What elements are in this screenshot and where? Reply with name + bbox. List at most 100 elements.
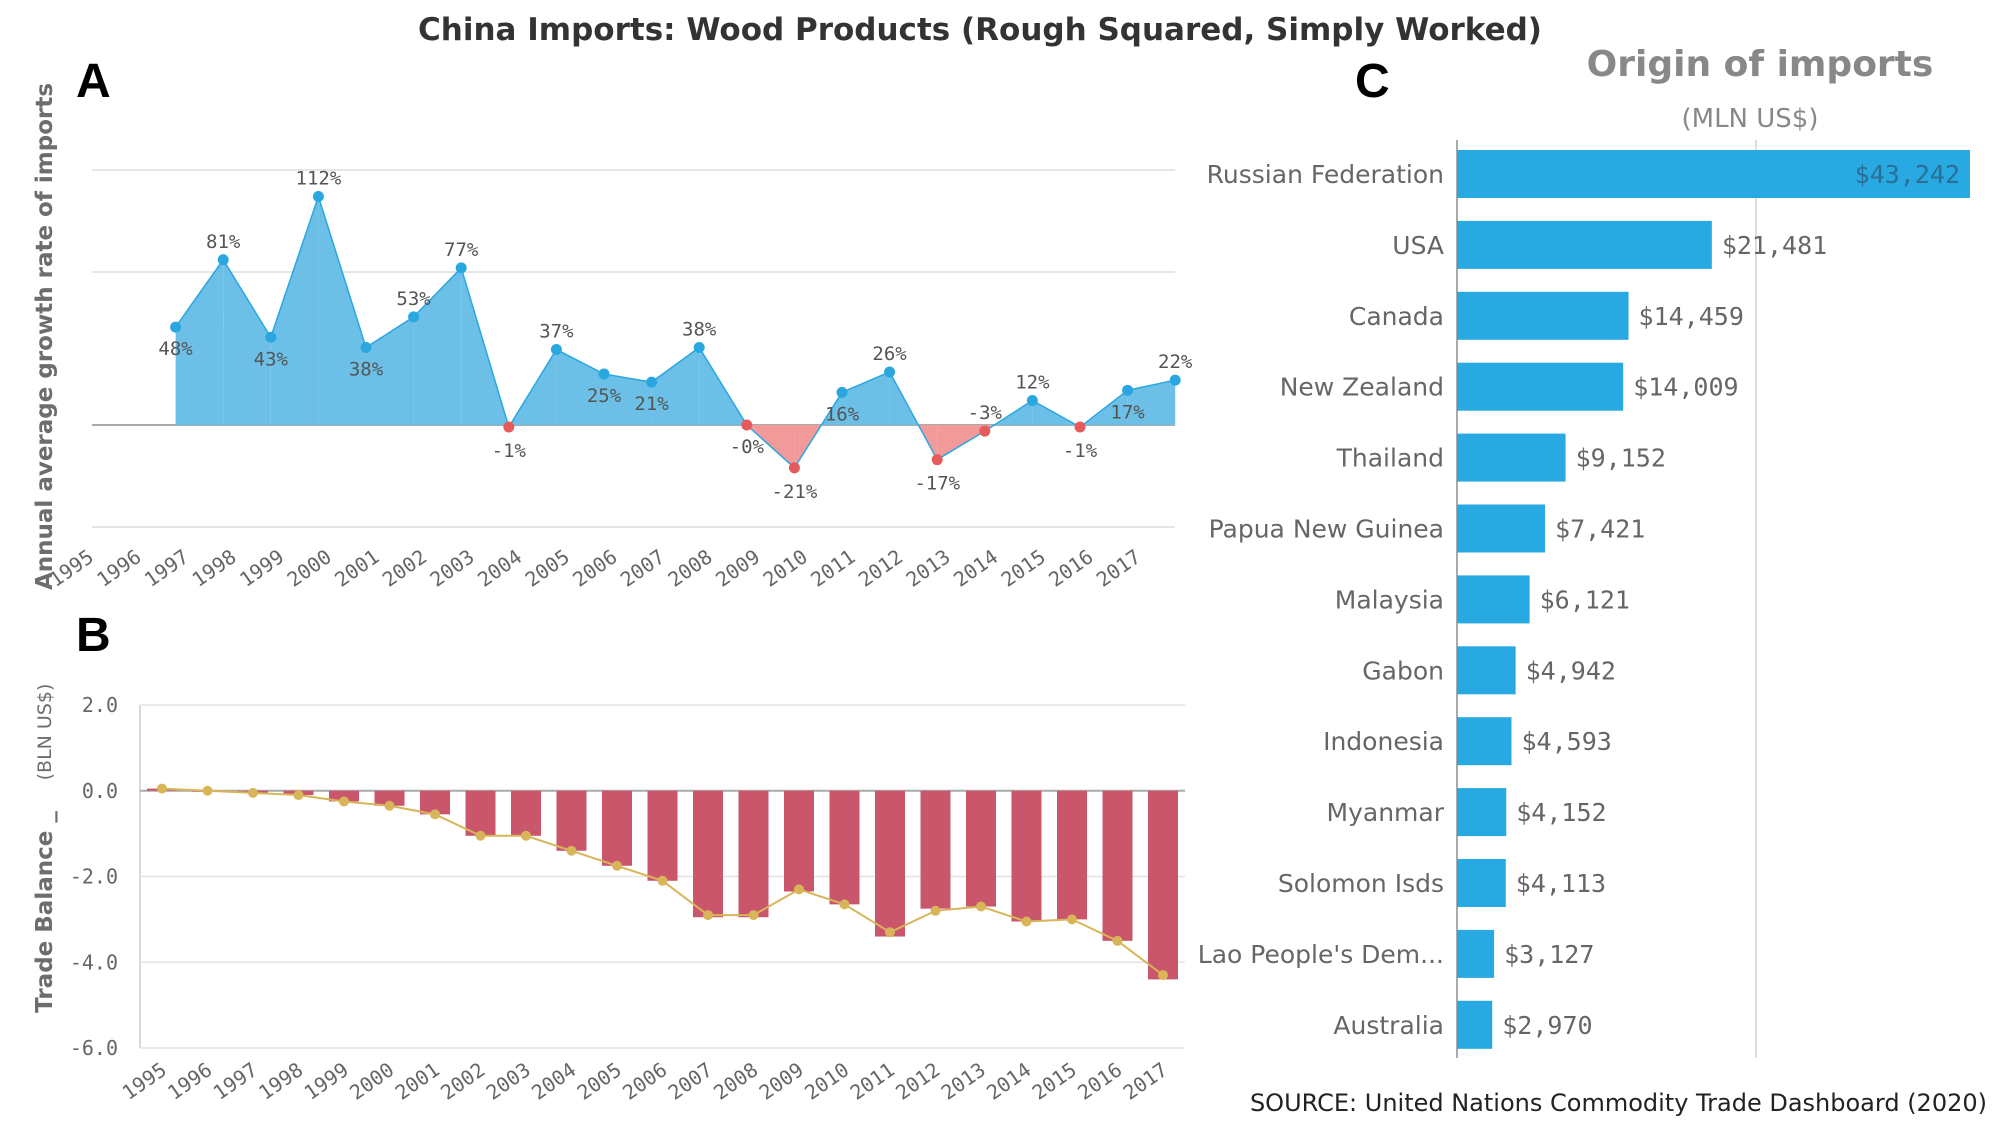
trend-point-2005 [612, 860, 622, 871]
x-tick-b-2010: 2010 [800, 1057, 853, 1104]
bar-c-12 [1457, 1000, 1493, 1049]
x-tick-a-2001: 2001 [330, 544, 383, 591]
category-label-c-2: Canada [1349, 302, 1444, 331]
data-point-1999 [312, 191, 324, 203]
data-label-2001: 53% [396, 288, 431, 310]
data-point-2004 [550, 344, 562, 356]
x-tick-b-2000: 2000 [345, 1057, 398, 1104]
category-label-c-4: Thailand [1336, 444, 1444, 473]
x-tick-b-2003: 2003 [482, 1057, 535, 1104]
origin-of-imports-chart: Origin of imports (MLN US$) Russian Federa… [1198, 44, 1970, 1058]
data-point-1997 [217, 254, 229, 266]
data-point-1996 [170, 321, 182, 333]
bar-c-8 [1457, 717, 1512, 766]
x-tick-a-1999: 1999 [235, 544, 288, 591]
trend-point-2004 [566, 845, 577, 856]
x-tick-b-2006: 2006 [618, 1057, 671, 1104]
x-tick-a-2006: 2006 [568, 544, 621, 591]
data-label-2000: 38% [349, 358, 384, 380]
trend-point-1998 [293, 790, 304, 801]
data-point-2005 [598, 368, 610, 380]
category-label-c-0: Russian Federation [1207, 160, 1444, 189]
area-segment-5-0 [413, 267, 462, 425]
category-label-c-5: Papua New Guinea [1209, 515, 1444, 544]
bar-b-2010 [829, 790, 860, 905]
x-tick-a-2000: 2000 [283, 544, 336, 591]
bar-b-1999 [329, 790, 359, 802]
x-tick-b-2001: 2001 [391, 1057, 444, 1104]
x-tick-a-2012: 2012 [854, 544, 907, 591]
y-axis-title-a: Annual average growth rate of imports [32, 83, 58, 590]
bar-c-9 [1457, 788, 1507, 837]
x-tick-a-2016: 2016 [1044, 544, 1097, 591]
bar-c-10 [1457, 859, 1506, 907]
x-tick-a-2017: 2017 [1092, 544, 1145, 591]
value-label-c-2: $14,459 [1639, 302, 1744, 331]
value-label-c-0: $43,242 [1855, 160, 1960, 189]
x-tick-a-2011: 2011 [806, 544, 859, 591]
chart-subtitle-c: (MLN US$) [1682, 104, 1819, 134]
value-label-c-8: $4,593 [1521, 727, 1611, 756]
data-label-2015: -1% [1063, 440, 1098, 462]
bar-b-2006 [647, 790, 678, 881]
bar-b-2007 [693, 790, 723, 918]
trend-point-2010 [839, 899, 850, 910]
bar-b-2001 [420, 790, 450, 815]
data-point-2002 [455, 262, 467, 274]
data-point-2009 [788, 462, 800, 474]
bar-b-2003 [511, 790, 541, 836]
bar-c-4 [1457, 433, 1566, 482]
panel-letter-b: B [76, 609, 111, 662]
category-label-c-3: New Zealand [1280, 373, 1444, 402]
area-segment-20-0 [1127, 380, 1176, 425]
trend-point-1996 [202, 785, 213, 796]
data-point-2008 [741, 419, 753, 431]
value-label-c-1: $21,481 [1722, 231, 1827, 260]
x-tick-b-2011: 2011 [846, 1057, 899, 1104]
data-point-2006 [646, 376, 658, 388]
bar-b-2008 [738, 790, 769, 918]
x-tick-b-2002: 2002 [436, 1057, 489, 1104]
value-label-c-3: $14,009 [1633, 373, 1738, 402]
area-segment-14-0 [842, 371, 890, 425]
trend-point-1997 [248, 787, 258, 798]
value-label-c-4: $9,152 [1576, 444, 1666, 473]
area-segment-0-0 [175, 259, 224, 425]
x-tick-a-1998: 1998 [187, 544, 240, 591]
category-label-c-8: Indonesia [1323, 727, 1444, 756]
bar-c-0 [1457, 150, 1970, 198]
y-axis-unit-b: (BLN US$) [34, 684, 56, 781]
value-label-c-12: $2,970 [1502, 1011, 1592, 1040]
data-point-2015 [1074, 421, 1086, 433]
bar-b-2005 [602, 790, 632, 866]
trend-point-2007 [703, 910, 713, 921]
area-segment-16-0 [937, 425, 985, 460]
bar-b-2004 [556, 790, 587, 851]
x-tick-a-2013: 2013 [901, 544, 954, 591]
growth-rate-chart: Annual average growth rate of imports 48%… [32, 83, 1193, 592]
data-label-2008: -0% [730, 436, 765, 458]
bar-c-1 [1457, 220, 1712, 269]
data-label-2004: 37% [539, 321, 574, 343]
trend-point-2008 [748, 910, 759, 921]
page-title: China Imports: Wood Products (Rough Squa… [418, 12, 1542, 48]
data-label-2011: 26% [872, 343, 907, 365]
x-tick-a-2010: 2010 [759, 544, 812, 591]
x-tick-a-2004: 2004 [473, 544, 526, 591]
data-label-1999: 112% [296, 168, 342, 190]
data-point-2000 [360, 341, 372, 353]
data-point-2011 [884, 366, 896, 378]
x-tick-b-2009: 2009 [755, 1057, 808, 1104]
x-tick-b-1997: 1997 [209, 1057, 262, 1104]
data-label-2009: -21% [772, 481, 818, 503]
y-tick-b-1: 0.0 [82, 779, 118, 803]
bar-b-2011 [875, 790, 905, 937]
growth-line [174, 194, 1176, 469]
trend-point-2016 [1112, 935, 1123, 946]
bar-b-2016 [1102, 790, 1133, 941]
x-tick-b-2016: 2016 [1073, 1057, 1126, 1104]
category-label-c-1: USA [1392, 231, 1444, 260]
category-label-c-9: Myanmar [1327, 798, 1445, 827]
bar-c-11 [1457, 929, 1495, 978]
category-label-c-12: Australia [1333, 1011, 1444, 1040]
